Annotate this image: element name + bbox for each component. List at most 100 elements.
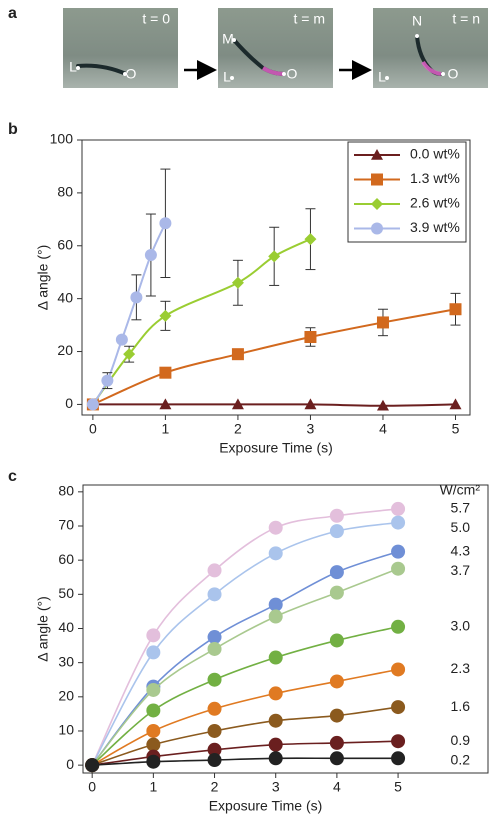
x-tick-label: 4 [379,421,387,437]
point-dot [441,72,445,76]
fit-line [92,238,311,406]
marker [207,630,222,645]
marker [146,682,161,697]
y-tick-label: 50 [58,585,74,601]
marker [329,708,344,723]
marker [329,633,344,648]
legend-label: 3.0 [451,617,471,633]
point-dot [232,38,236,42]
marker [329,674,344,689]
panel-label: c [8,468,17,485]
point-dot [76,66,80,70]
marker [391,751,406,766]
x-tick-label: 2 [211,779,219,795]
point-label: M [222,31,234,47]
marker [376,316,389,329]
x-tick-label: 1 [149,779,157,795]
marker [207,723,222,738]
point-label: O [287,66,298,82]
marker [391,501,406,516]
marker [144,249,157,262]
legend-marker [371,222,383,235]
marker [268,597,283,612]
marker [329,524,344,539]
y-tick-label: 20 [57,342,73,358]
legend-label: 3.7 [451,562,471,578]
legend-label: 5.0 [451,519,471,535]
marker [146,723,161,738]
fit-line [91,521,399,766]
y-tick-label: 30 [58,653,74,669]
x-tick-label: 1 [162,421,170,437]
marker [329,508,344,523]
marker [329,565,344,580]
marker [329,735,344,750]
legend-title: W/cm² [440,482,481,498]
y-tick-label: 0 [66,756,74,772]
marker [304,233,317,246]
marker [159,398,172,410]
point-dot [230,76,234,80]
point-label: O [126,66,137,82]
marker [130,291,143,304]
marker [85,758,100,773]
panel-label: b [8,121,18,138]
legend-label: 5.7 [451,500,471,516]
marker [391,544,406,559]
point-label: N [412,13,422,29]
marker [231,276,244,289]
fit-line [91,668,399,766]
legend-box [347,141,467,243]
legend-label: 0.9 [451,732,471,748]
frame-time: t = n [452,11,480,27]
marker [207,563,222,578]
x-axis-label: Exposure Time (s) [219,440,333,456]
y-tick-label: 80 [57,184,73,200]
marker [207,701,222,716]
point-label: O [448,66,459,82]
marker [329,751,344,766]
marker [101,374,114,387]
x-tick-label: 2 [234,421,242,437]
marker [268,686,283,701]
frame-time: t = m [293,11,325,27]
marker [231,398,244,410]
panel-label: a [8,5,17,22]
legend-label: 2.3 [451,660,471,676]
y-tick-label: 40 [57,289,73,305]
legend-label: 3.9 wt% [410,219,460,235]
y-tick-label: 40 [58,619,74,635]
x-tick-label: 4 [333,779,341,795]
legend-label: 0.2 [451,751,471,767]
fit-line [91,567,399,766]
fit-line [91,706,399,766]
legend-label: 4.3 [451,542,471,558]
x-tick-label: 3 [272,779,280,795]
marker [207,587,222,602]
marker [376,399,389,411]
fit-line [91,550,399,766]
fiber [76,63,128,76]
legend-label: 2.6 wt% [410,195,460,211]
marker [207,641,222,656]
marker [304,398,317,410]
y-tick-label: 60 [57,236,73,252]
fit-line [91,625,399,766]
marker [146,754,161,769]
marker [146,703,161,718]
photo [373,8,488,88]
marker [231,348,244,361]
y-tick-label: 70 [58,517,74,533]
fiber-glow [421,60,442,76]
marker [268,737,283,752]
marker [391,515,406,530]
point-dot [282,72,286,76]
marker [159,366,172,379]
point-label: L [223,69,231,85]
marker [268,751,283,766]
marker [146,628,161,643]
fit-line [92,308,456,406]
plot-frame [81,139,471,416]
marker [159,309,172,322]
